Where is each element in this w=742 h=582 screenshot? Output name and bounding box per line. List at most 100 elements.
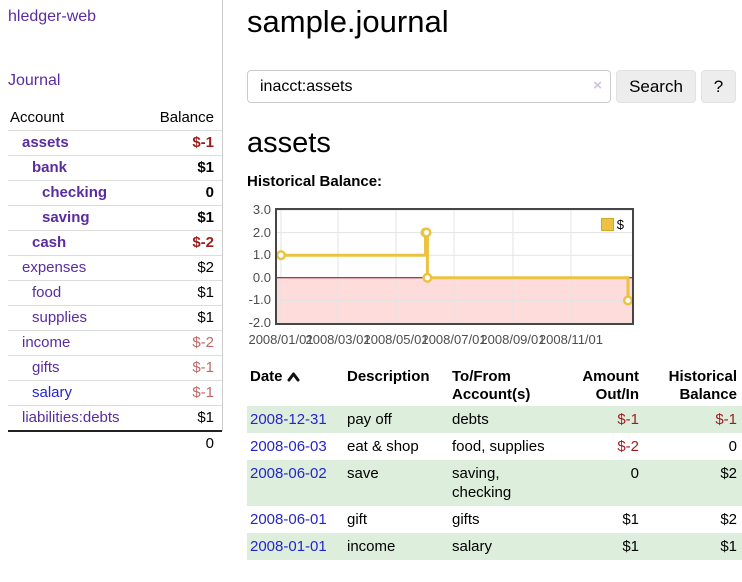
transaction-date-link[interactable]: 2008-06-02	[250, 465, 327, 482]
app-brand-link[interactable]: hledger-web	[8, 8, 97, 25]
account-link[interactable]: saving	[42, 209, 90, 226]
account-link[interactable]: income	[22, 334, 71, 351]
transaction-date-link[interactable]: 2008-06-03	[250, 438, 327, 455]
account-link[interactable]: expenses	[22, 259, 87, 276]
account-row: bank $1	[8, 155, 222, 181]
account-link[interactable]: cash	[32, 234, 67, 251]
register-accounts: debts	[452, 411, 489, 428]
account-title: assets	[247, 127, 331, 159]
account-row: liabilities:debts $1	[8, 405, 222, 431]
page-title: sample.journal	[247, 4, 449, 39]
help-button[interactable]: ?	[701, 70, 736, 103]
account-balance: $-2	[145, 230, 222, 256]
search-form: × Search ?	[247, 70, 742, 103]
accounts-header-balance: Balance	[159, 109, 214, 126]
register-balance: $1	[720, 538, 737, 555]
nav-journal-link[interactable]: Journal	[8, 72, 61, 89]
historical-balance-chart: $3.0 2.0 1.0 0.0 -1.0 -2.0 2008/01/01 2008/03/0…	[247, 200, 742, 350]
sidebar: hledger-web Journal Account Balance asse…	[0, 0, 223, 456]
register-description: save	[347, 465, 379, 482]
account-name-cell: saving	[8, 205, 146, 231]
account-name-cell: assets	[8, 130, 146, 156]
account-row: cash $-2	[8, 230, 222, 256]
account-link[interactable]: assets	[22, 134, 69, 151]
account-name-cell: bank	[8, 155, 146, 181]
legend-swatch-icon	[600, 218, 614, 231]
register-amount: $-2	[617, 438, 639, 455]
col-header-date[interactable]: Date	[247, 366, 344, 406]
main-content: sample.journal × Search ? assets Histori…	[247, 0, 742, 560]
col-header-balance: Historical Balance	[668, 368, 737, 403]
account-balance: $1	[145, 305, 222, 331]
y-axis-tick-label: 2.0	[252, 224, 271, 240]
account-row: saving $1	[8, 205, 222, 231]
account-name-cell: food	[8, 280, 146, 306]
transaction-date-link[interactable]: 2008-01-01	[250, 538, 327, 555]
x-axis-tick-label: 2008/05/01	[363, 332, 429, 347]
account-balance: $-1	[145, 380, 222, 406]
account-link[interactable]: bank	[32, 159, 68, 176]
account-row: expenses $2	[8, 255, 222, 281]
register-balance: $2	[720, 465, 737, 482]
register-header-row: Date Description To/From Account(s) Amou…	[247, 366, 742, 406]
account-row: assets $-1	[8, 130, 222, 156]
account-name-cell: checking	[8, 180, 146, 206]
account-balance: $-2	[145, 330, 222, 356]
account-link[interactable]: supplies	[32, 309, 88, 326]
col-header-accounts: To/From Account(s)	[452, 368, 531, 403]
account-name-cell: income	[8, 330, 146, 356]
register-balance: 0	[728, 438, 737, 455]
register-amount: $1	[622, 538, 639, 555]
register-accounts: saving, checking	[452, 465, 512, 501]
account-row: salary $-1	[8, 380, 222, 406]
register-date-cell: 2008-12-31	[247, 406, 344, 433]
x-axis-tick-label: 2008/03/01	[305, 332, 371, 347]
account-balance: 0	[145, 180, 222, 206]
account-row: supplies $1	[8, 305, 222, 331]
accounts-header-account: Account	[10, 109, 65, 126]
register-description: eat & shop	[347, 438, 419, 455]
register-date-cell: 2008-01-01	[247, 533, 344, 560]
account-link[interactable]: food	[32, 284, 62, 301]
y-axis-tick-label: -2.0	[248, 315, 271, 330]
sort-ascending-icon	[287, 369, 300, 387]
register-row: 2008-01-01 income salary $1 $1	[247, 533, 742, 560]
transaction-date-link[interactable]: 2008-06-01	[250, 511, 327, 528]
register-accounts: gifts	[452, 511, 480, 528]
chart-plot-area: $	[275, 208, 634, 325]
register-accounts: food, supplies	[452, 438, 545, 455]
register-description: gift	[347, 511, 368, 528]
register-row: 2008-12-31 pay off debts $-1 $-1	[247, 406, 742, 433]
chart-title: Historical Balance:	[247, 173, 383, 190]
account-name-cell: liabilities:debts	[8, 405, 146, 431]
account-link[interactable]: liabilities:debts	[22, 409, 120, 426]
account-link[interactable]: gifts	[32, 359, 60, 376]
y-axis-tick-label: 3.0	[252, 202, 271, 217]
search-input[interactable]	[247, 70, 611, 103]
account-link[interactable]: salary	[32, 384, 73, 401]
accounts-table: Account Balance assets $-1 bank $1 checking 0…	[8, 106, 222, 456]
account-link[interactable]: checking	[42, 184, 108, 201]
x-axis-tick-label: 2008/07/01	[421, 332, 487, 347]
account-name-cell: gifts	[8, 355, 146, 381]
search-box: ×	[247, 70, 611, 103]
search-button[interactable]: Search	[616, 70, 696, 103]
y-axis-tick-label: 1.0	[252, 247, 271, 263]
x-axis-tick-label: 2008/09/01	[480, 332, 546, 347]
account-balance: $2	[145, 255, 222, 281]
account-balance: $1	[145, 405, 222, 431]
register-balance: $-1	[715, 411, 737, 428]
account-name-cell: supplies	[8, 305, 146, 331]
account-row: checking 0	[8, 180, 222, 206]
register-table: Date Description To/From Account(s) Amou…	[247, 366, 742, 560]
transaction-date-link[interactable]: 2008-12-31	[250, 411, 327, 428]
clear-search-icon[interactable]: ×	[593, 77, 602, 94]
register-accounts: salary	[452, 538, 493, 555]
register-balance: $2	[720, 511, 737, 528]
account-balance: $-1	[145, 130, 222, 156]
register-amount: 0	[630, 465, 639, 482]
register-row: 2008-06-03 eat & shop food, supplies $-2 0	[247, 433, 742, 460]
register-description: pay off	[347, 411, 392, 428]
accounts-total-spacer	[8, 430, 146, 456]
account-name-cell: salary	[8, 380, 146, 406]
